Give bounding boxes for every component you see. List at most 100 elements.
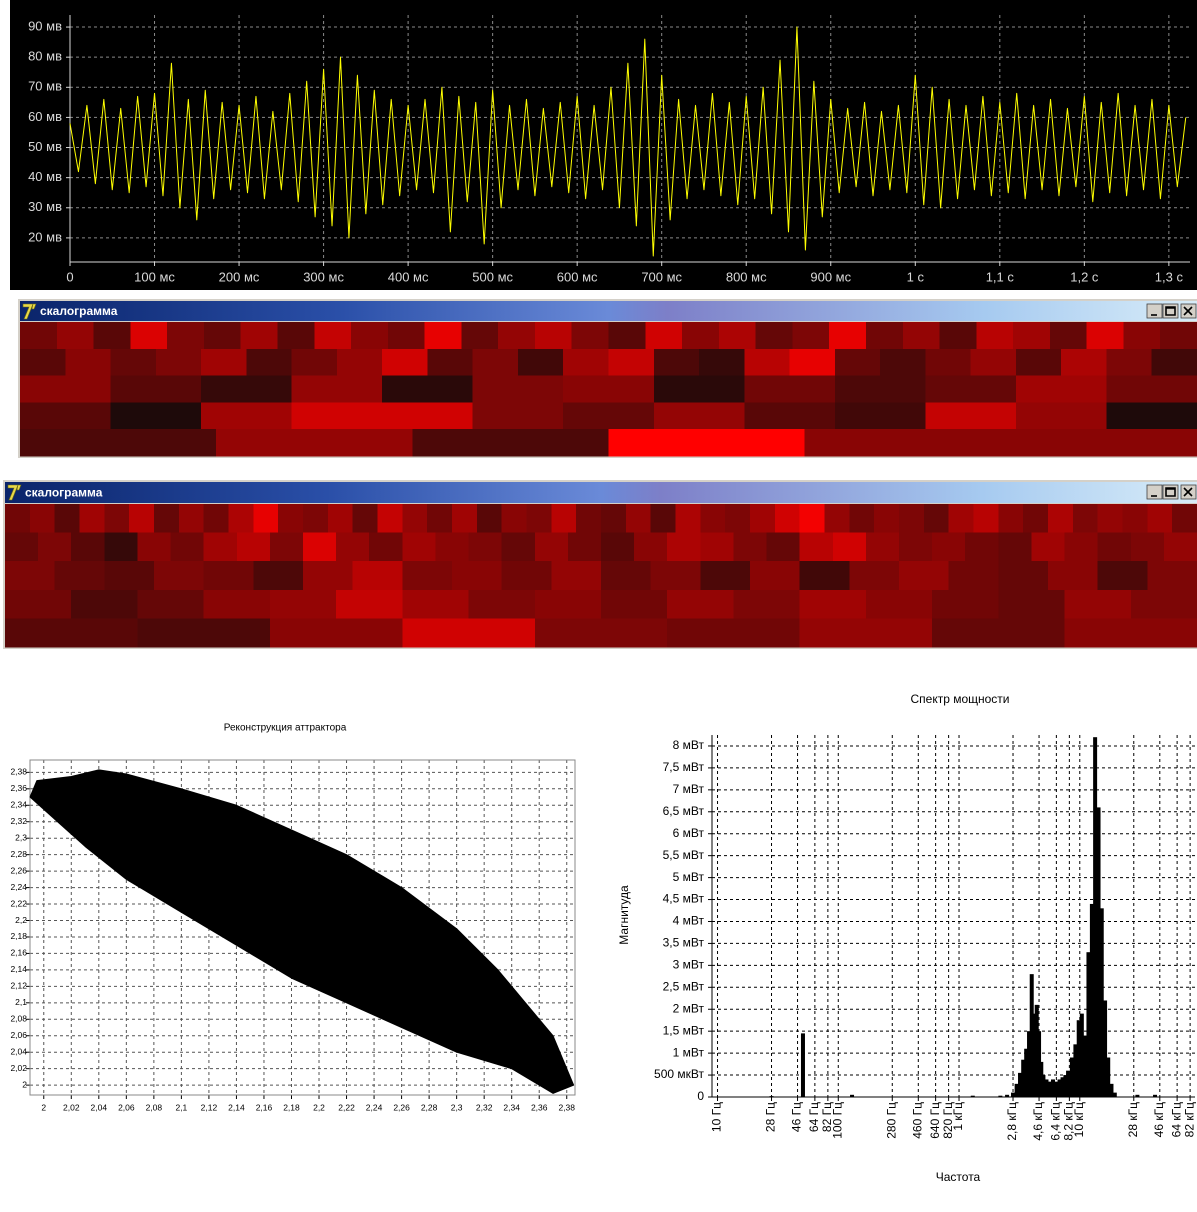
bar <box>998 1095 1003 1097</box>
heat-cell <box>1000 429 1197 457</box>
x-tick-label: 2,3 <box>451 1102 463 1112</box>
y-tick-label: 20 мв <box>28 229 62 244</box>
heat-cell <box>29 504 56 534</box>
y-tick-label: 2,36 <box>10 783 27 793</box>
heat-cell <box>1130 532 1165 562</box>
heat-cell <box>551 561 602 591</box>
y-tick-label: 70 мв <box>28 79 62 94</box>
heat-cell <box>291 348 338 377</box>
x-tick-label: 800 мс <box>726 269 767 284</box>
heat-cell <box>435 532 470 562</box>
heat-cell <box>973 504 999 534</box>
bar <box>1063 1075 1068 1097</box>
heat-cell <box>501 532 536 562</box>
heat-cell <box>246 348 293 377</box>
heat-cell <box>608 429 806 457</box>
x-axis-label: Частота <box>936 1170 981 1184</box>
y-tick-label: 2,28 <box>10 849 27 859</box>
y-tick-label: 1,5 мВт <box>663 1023 705 1037</box>
heat-cell <box>427 504 453 534</box>
heat-cell <box>998 532 1032 562</box>
x-tick-label: 10 Гц <box>710 1102 724 1132</box>
x-tick-label: 280 Гц <box>884 1102 898 1139</box>
heat-cell <box>998 504 1024 534</box>
bar <box>1103 1000 1108 1097</box>
x-tick-label: 2,26 <box>393 1102 410 1112</box>
maximize-button-glyph <box>1165 306 1176 316</box>
heat-cell <box>744 402 836 430</box>
x-tick-label: 2,1 <box>175 1102 187 1112</box>
bar <box>1112 1092 1117 1097</box>
heat-cell <box>130 322 168 350</box>
data-line <box>29 769 575 1094</box>
y-tick-label: 60 мв <box>28 109 62 124</box>
heat-cell <box>203 561 254 591</box>
x-tick-label: 64 Гц <box>807 1102 821 1132</box>
x-tick-label: 6,4 кГц <box>1049 1102 1063 1141</box>
bar <box>1005 1094 1010 1097</box>
heat-cell <box>1122 504 1148 534</box>
heat-cell <box>744 375 836 403</box>
y-tick-label: 2,26 <box>10 865 27 875</box>
y-tick-label: 2,18 <box>10 931 27 941</box>
y-tick-label: 2 <box>22 1079 27 1089</box>
heat-cell <box>865 532 900 562</box>
bar <box>800 1033 805 1097</box>
close-button[interactable] <box>1180 303 1197 319</box>
heat-cell <box>104 532 138 562</box>
heat-cell <box>104 504 130 534</box>
heat-cell <box>1163 532 1197 562</box>
heat-cell <box>998 589 1066 619</box>
heat-cell <box>402 561 453 591</box>
bar <box>1066 1070 1071 1097</box>
heat-cell <box>1031 532 1066 562</box>
plot-background <box>10 0 1197 290</box>
heat-cell <box>1147 504 1173 534</box>
bar <box>1106 1057 1111 1097</box>
minimize-button[interactable] <box>1146 303 1163 319</box>
x-tick-label: 600 мс <box>557 269 598 284</box>
heat-cell <box>1015 402 1107 430</box>
heat-cell <box>608 348 655 377</box>
heat-cell <box>653 375 745 403</box>
minimize-button[interactable] <box>1146 484 1163 500</box>
x-tick-label: 2,14 <box>228 1102 245 1112</box>
bar <box>1093 737 1098 1097</box>
x-tick-label: 2,04 <box>91 1102 108 1112</box>
maximize-button[interactable] <box>1162 484 1179 500</box>
maximize-button[interactable] <box>1162 303 1179 319</box>
bar <box>1076 1020 1081 1097</box>
heat-cell <box>269 618 403 648</box>
y-tick-label: 2,06 <box>10 1030 27 1040</box>
heat-cell <box>303 561 354 591</box>
y-tick-label: 2,32 <box>10 816 27 826</box>
x-tick-label: 460 Гц <box>910 1102 924 1139</box>
chart-title: Спектр мощности <box>910 692 1009 706</box>
close-button[interactable] <box>1180 484 1197 500</box>
heat-cell <box>352 504 378 534</box>
heat-cell <box>20 402 112 430</box>
heat-cell <box>534 618 668 648</box>
title-bar <box>20 301 1197 321</box>
x-tick-label: 200 мс <box>219 269 260 284</box>
heat-cell <box>38 532 72 562</box>
heat-cell <box>1086 322 1124 350</box>
x-tick-label: 2,24 <box>366 1102 383 1112</box>
heat-cell <box>750 561 801 591</box>
bar <box>1153 1094 1158 1097</box>
x-tick-label: 900 мс <box>810 269 851 284</box>
heat-cell <box>203 504 229 534</box>
heat-cell <box>1064 532 1099 562</box>
heat-cell <box>137 618 271 648</box>
bar <box>769 1096 774 1097</box>
heat-cell <box>1048 561 1099 591</box>
x-tick-label: 2 <box>41 1102 46 1112</box>
heat-cell <box>402 504 428 534</box>
heat-cell <box>303 532 337 562</box>
heat-cell <box>932 618 1066 648</box>
heat-cell <box>461 322 499 350</box>
heat-cell <box>939 322 977 350</box>
bar <box>1029 974 1034 1097</box>
bar <box>1073 1044 1078 1097</box>
